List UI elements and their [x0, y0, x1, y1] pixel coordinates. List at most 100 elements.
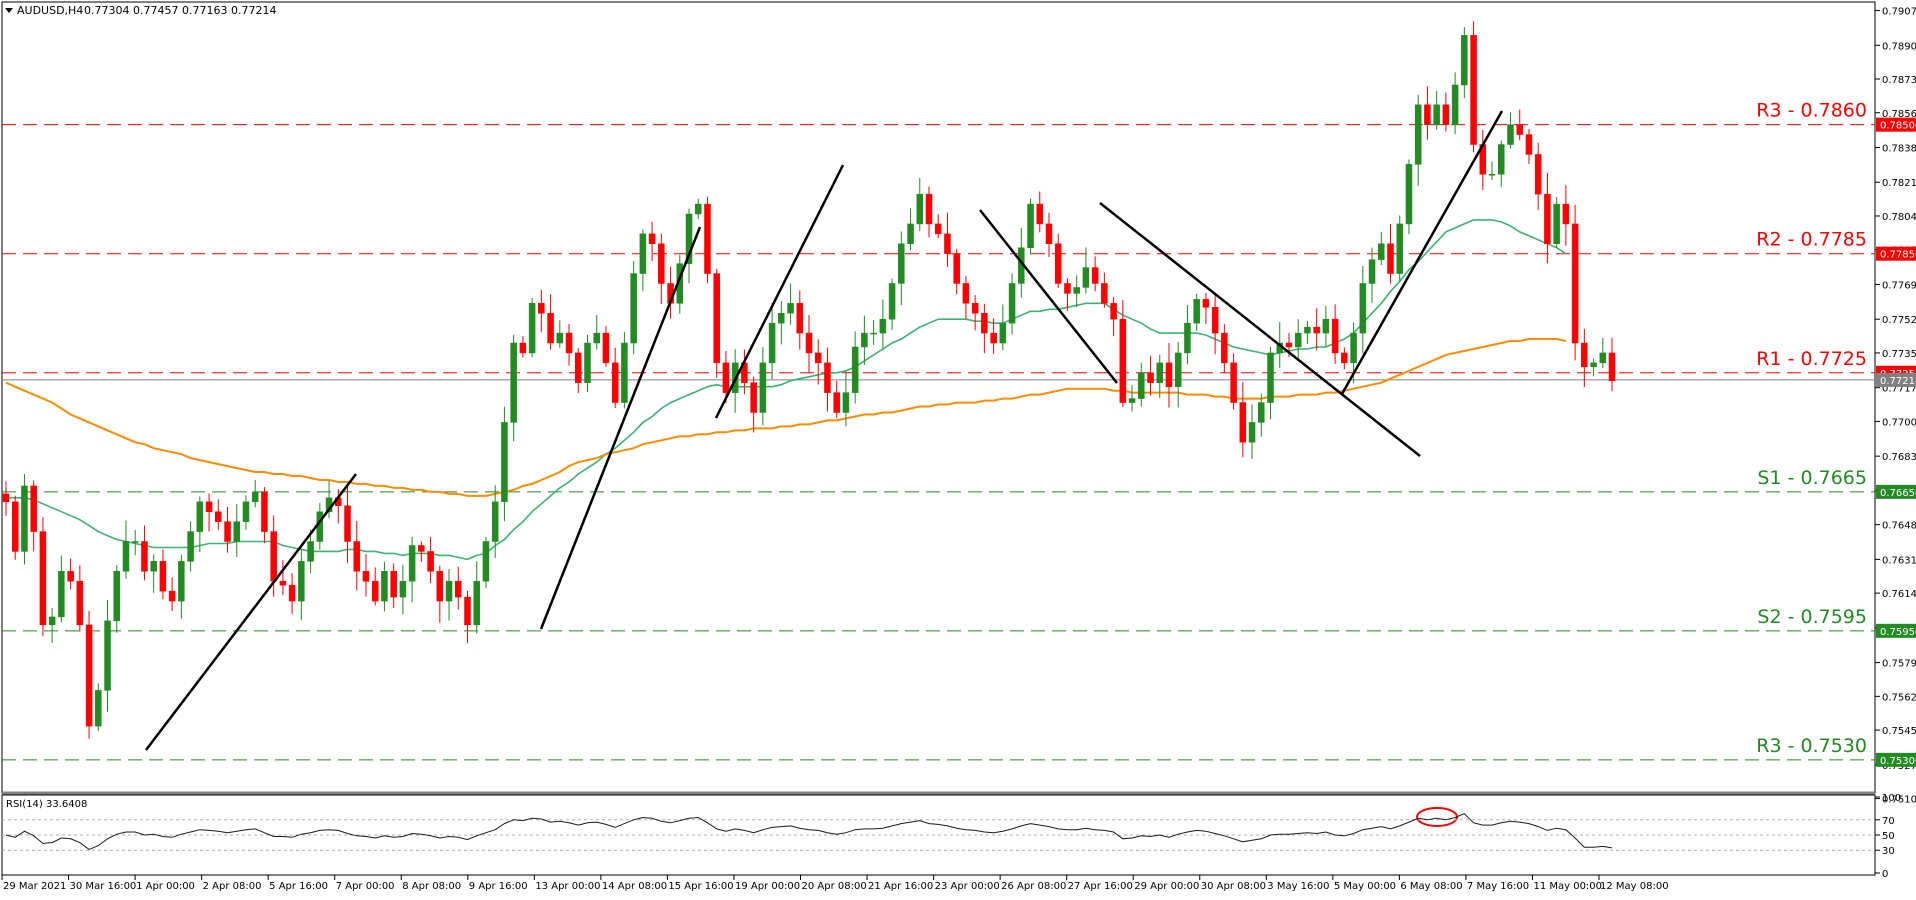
candle [519, 336, 527, 358]
candle [21, 474, 28, 565]
candle [298, 549, 305, 621]
rsi-tick-label: 70 [1882, 816, 1895, 827]
candle-body [1562, 203, 1570, 225]
candle [981, 303, 988, 354]
rsi-tick-label: 0 [1882, 869, 1888, 880]
candle-body [307, 541, 314, 562]
candle [141, 525, 148, 581]
candle [1488, 161, 1496, 180]
candle [279, 560, 287, 595]
candle-body [1082, 267, 1090, 288]
candle-body [547, 312, 554, 344]
candle-body [2, 493, 10, 503]
collapse-triangle-icon[interactable] [5, 8, 13, 13]
candle-body [464, 596, 471, 626]
candle [353, 520, 360, 591]
candle [408, 536, 416, 603]
candle [1119, 300, 1127, 408]
candle [1174, 342, 1182, 408]
candle-body [1359, 283, 1367, 334]
candle [58, 555, 65, 623]
candle [1110, 297, 1117, 337]
candle [196, 496, 204, 553]
level-label: S1 - 0.7665 [1757, 467, 1867, 489]
candle-body [1221, 332, 1228, 364]
candle-body [1387, 243, 1394, 274]
price-tick-label: 0.75105 [1882, 795, 1916, 806]
candles [2, 21, 1616, 739]
candle [445, 569, 453, 621]
candle [593, 314, 600, 350]
candle-body [11, 501, 19, 552]
candle [187, 521, 194, 572]
price-tick-label: 0.77175 [1882, 384, 1916, 395]
candle-body [1331, 318, 1339, 354]
candle [722, 351, 730, 404]
candle [1304, 320, 1311, 345]
candle [67, 558, 74, 590]
time-tick-label: 15 Apr 16:00 [668, 881, 733, 892]
candle-body [916, 193, 924, 225]
candle [1036, 191, 1044, 233]
candle-body [1045, 223, 1053, 245]
candle-body [842, 392, 850, 413]
candle [1091, 256, 1099, 292]
candle-body [473, 580, 480, 626]
candle [473, 561, 480, 634]
level-price-tag [1876, 752, 1916, 767]
candle [418, 541, 425, 562]
candle [796, 290, 804, 350]
candle-body [981, 312, 988, 334]
candle-body [242, 501, 250, 522]
candle-body [1285, 342, 1293, 348]
candle-body [1027, 203, 1034, 248]
candle-body [861, 332, 868, 348]
candle [575, 347, 582, 394]
trendline [1099, 202, 1421, 457]
candle-body [288, 584, 296, 602]
candle-body [48, 616, 56, 626]
candle-body [1184, 322, 1191, 354]
candle [427, 536, 434, 584]
candle-body [879, 318, 887, 334]
candle [953, 249, 960, 295]
candle-body [1267, 352, 1274, 403]
candle-body [1498, 144, 1505, 175]
current-price-tag [1876, 372, 1916, 387]
candle [1424, 86, 1431, 140]
candle [1193, 293, 1200, 331]
candle-body [251, 491, 259, 503]
candle [11, 495, 19, 560]
candle-body [1294, 332, 1302, 348]
candle [1387, 223, 1394, 284]
candle [556, 320, 564, 348]
candle [1165, 343, 1173, 408]
candle [611, 347, 619, 409]
candle-body [67, 571, 74, 582]
trendline [979, 209, 1118, 384]
candle [76, 565, 84, 632]
candle-body [1341, 352, 1348, 364]
candle [704, 196, 711, 283]
candle [639, 229, 647, 292]
candle-body [1470, 35, 1477, 145]
price-tick-label: 0.78385 [1882, 143, 1916, 154]
candle-body [408, 545, 416, 582]
candle-body [1525, 134, 1533, 155]
candle [907, 208, 914, 251]
level-label: R2 - 0.7785 [1756, 229, 1867, 251]
candle [944, 212, 951, 267]
candle-body [362, 571, 370, 582]
candle-body [390, 571, 397, 598]
candle-body [805, 332, 813, 354]
candle-body [621, 342, 628, 403]
level-label: R1 - 0.7725 [1756, 348, 1867, 370]
